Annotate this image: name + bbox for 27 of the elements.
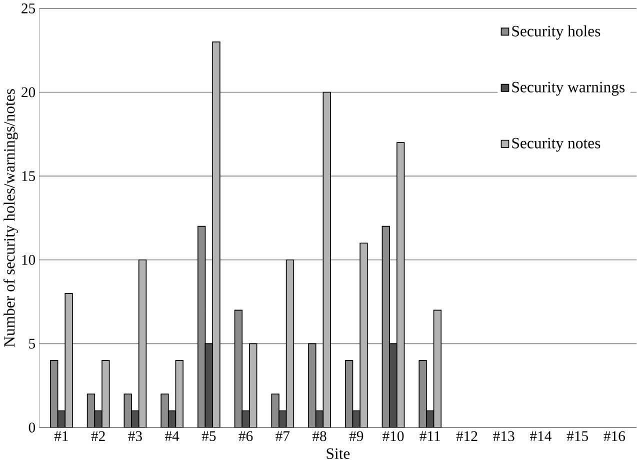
x-tick-label: #9 <box>349 431 364 441</box>
x-tick-label: #3 <box>128 431 142 441</box>
legend-label: Security holes <box>512 25 600 40</box>
x-tick-label: #5 <box>202 431 216 441</box>
y-axis-title: Number of security holes/warnings/notes <box>4 88 18 347</box>
x-tick-label: #16 <box>604 431 626 441</box>
y-tick-label: 10 <box>22 254 36 265</box>
x-tick-label: #8 <box>312 431 326 441</box>
x-tick-label: #7 <box>276 431 290 441</box>
x-axis-title: Site <box>326 448 350 459</box>
y-tick-label: 25 <box>22 3 36 14</box>
x-tick-label: #6 <box>238 431 253 441</box>
x-tick-label: #14 <box>530 431 552 441</box>
x-tick-label: #2 <box>91 431 105 441</box>
x-tick-label: #10 <box>382 431 404 441</box>
y-tick-label: 0 <box>28 422 36 432</box>
x-tick-label: #15 <box>566 431 588 441</box>
x-tick-label: #1 <box>54 431 68 441</box>
x-tick-label: #13 <box>493 431 514 441</box>
y-tick-label: 5 <box>29 338 36 348</box>
x-tick-label: #12 <box>456 431 478 441</box>
y-tick-label: 20 <box>22 87 36 97</box>
x-tick-label: #4 <box>164 431 180 441</box>
y-tick-label: 15 <box>22 170 36 181</box>
legend-label: Security notes <box>512 138 600 152</box>
x-tick-label: #11 <box>420 431 440 441</box>
legend-label: Security warnings <box>512 82 625 96</box>
